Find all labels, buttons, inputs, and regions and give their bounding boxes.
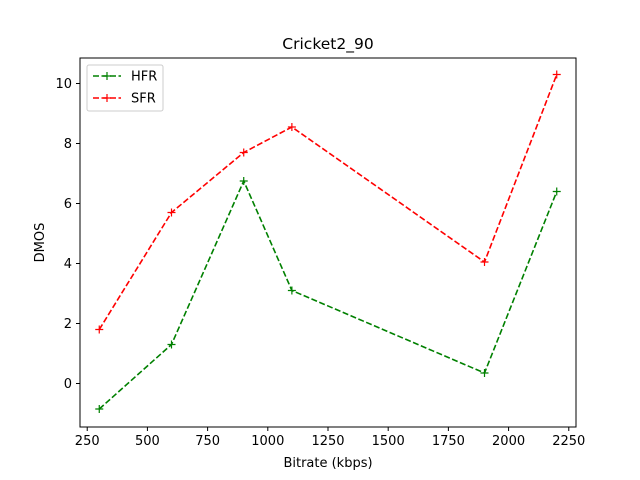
x-tick-label: 2000 — [492, 434, 525, 449]
y-tick-label: 6 — [64, 197, 72, 212]
chart-title: Cricket2_90 — [282, 35, 373, 54]
data-point-sfr — [480, 258, 489, 266]
plot-area — [79, 57, 577, 428]
data-point-sfr — [167, 208, 176, 217]
legend-label-sfr: SFR — [131, 92, 156, 107]
x-axis-title: Bitrate (kbps) — [283, 456, 372, 471]
data-point-sfr — [95, 325, 104, 334]
data-point-hfr — [239, 177, 248, 185]
x-tick-label: 250 — [75, 434, 100, 449]
y-tick-label: 4 — [64, 257, 72, 272]
x-tick-label: 1000 — [251, 434, 284, 449]
x-tick-label: 750 — [195, 434, 220, 449]
data-point-sfr — [239, 148, 248, 157]
data-point-hfr — [552, 187, 561, 196]
data-point-hfr — [480, 369, 489, 377]
y-axis: 0 2 4 6 8 10 — [55, 77, 80, 392]
legend: HFR SFR — [86, 64, 164, 112]
y-tick-label: 2 — [64, 317, 72, 332]
y-tick-label: 10 — [55, 77, 72, 92]
data-point-sfr — [287, 123, 296, 131]
data-point-sfr — [552, 70, 561, 79]
data-point-hfr — [287, 286, 296, 295]
y-tick-label: 0 — [64, 377, 72, 392]
legend-label-hfr: HFR — [131, 70, 157, 85]
data-point-hfr — [95, 405, 104, 413]
legend-marker-sfr — [103, 94, 111, 102]
x-axis: 250 500 750 1000 1250 1500 1750 2000 2250 — [75, 427, 585, 449]
data-point-hfr — [167, 340, 176, 349]
x-tick-label: 1250 — [311, 434, 344, 449]
series-line-hfr — [98, 179, 558, 410]
series-line-sfr — [98, 74, 558, 330]
x-tick-label: 2250 — [552, 434, 585, 449]
y-axis-title: DMOS — [33, 223, 48, 263]
y-tick-label: 8 — [64, 137, 72, 152]
legend-marker-hfr — [103, 72, 111, 80]
x-tick-label: 1500 — [372, 434, 405, 449]
series-layer — [95, 70, 561, 413]
x-tick-label: 1750 — [432, 434, 465, 449]
x-tick-label: 500 — [135, 434, 160, 449]
